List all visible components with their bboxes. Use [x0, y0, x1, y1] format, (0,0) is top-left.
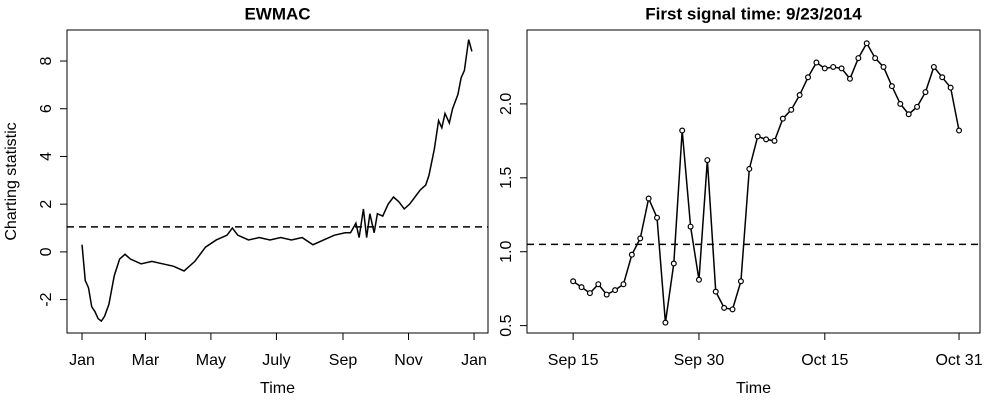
y-tick-label: 4 — [38, 152, 55, 161]
data-point — [578, 284, 585, 291]
y-tick-label: 1.0 — [498, 240, 515, 262]
data-line — [572, 41, 960, 323]
data-point — [846, 75, 853, 82]
y-axis-label: Charting statistic — [3, 122, 20, 240]
data-point — [729, 306, 736, 313]
data-point — [637, 235, 644, 242]
data-point — [595, 281, 602, 288]
x-tick-label: Jan — [69, 352, 95, 369]
data-point — [788, 106, 795, 113]
data-point — [897, 100, 904, 107]
data-point — [737, 278, 744, 285]
data-point — [712, 288, 719, 295]
data-point — [888, 83, 895, 90]
x-axis-label: Time — [736, 380, 771, 397]
data-point — [939, 74, 946, 81]
data-point — [586, 290, 593, 297]
y-tick-label: 1.5 — [498, 167, 515, 189]
data-point — [779, 115, 786, 122]
data-point — [570, 278, 577, 285]
plot-frame — [66, 29, 489, 334]
data-point — [796, 92, 803, 99]
x-tick-label: Sep 30 — [674, 352, 725, 369]
y-tick-label: 6 — [38, 104, 55, 113]
plot-frame — [526, 29, 981, 334]
data-point — [704, 157, 711, 164]
data-point — [695, 276, 702, 283]
data-point — [830, 63, 837, 70]
y-tick-label: 2 — [38, 200, 55, 209]
y-tick-label: 2.0 — [498, 93, 515, 115]
data-point — [763, 136, 770, 143]
data-point — [662, 319, 669, 326]
y-tick-label: 0 — [38, 247, 55, 256]
data-point — [947, 84, 954, 91]
data-point — [721, 304, 728, 311]
chart-title: EWMAC — [244, 4, 310, 23]
y-tick-label: 8 — [38, 56, 55, 65]
x-tick-label: Sep 15 — [548, 352, 599, 369]
data-point — [863, 40, 870, 47]
data-point — [956, 127, 963, 134]
x-tick-label: May — [196, 352, 226, 369]
x-tick-label: July — [262, 352, 290, 369]
x-tick-label: Oct 31 — [935, 352, 982, 369]
data-point — [628, 251, 635, 258]
y-tick-label: -2 — [38, 292, 55, 306]
data-line — [81, 39, 473, 323]
data-point — [905, 111, 912, 118]
x-tick-label: Mar — [132, 352, 160, 369]
data-point — [754, 133, 761, 140]
y-tick-label: 0.5 — [498, 314, 515, 336]
data-point — [813, 59, 820, 66]
data-point — [654, 214, 661, 221]
data-point — [603, 291, 610, 298]
data-point — [855, 55, 862, 62]
x-tick-label: Nov — [394, 352, 422, 369]
data-point — [620, 281, 627, 288]
data-point — [645, 195, 652, 202]
data-point — [612, 287, 619, 294]
data-point — [821, 65, 828, 72]
data-point — [687, 223, 694, 230]
data-point — [922, 89, 929, 96]
x-tick-label: Jan — [461, 352, 487, 369]
x-tick-label: Sep — [329, 352, 358, 369]
data-point — [930, 63, 937, 70]
data-point — [880, 63, 887, 70]
data-point — [670, 260, 677, 267]
x-tick-label: Oct 15 — [801, 352, 848, 369]
data-point — [838, 65, 845, 72]
chart-title: First signal time: 9/23/2014 — [645, 4, 862, 23]
data-point — [872, 55, 879, 62]
data-point — [914, 103, 921, 110]
data-point — [805, 74, 812, 81]
data-point — [746, 165, 753, 172]
data-point — [771, 137, 778, 144]
x-axis-label: Time — [260, 380, 295, 397]
data-point — [679, 127, 686, 134]
